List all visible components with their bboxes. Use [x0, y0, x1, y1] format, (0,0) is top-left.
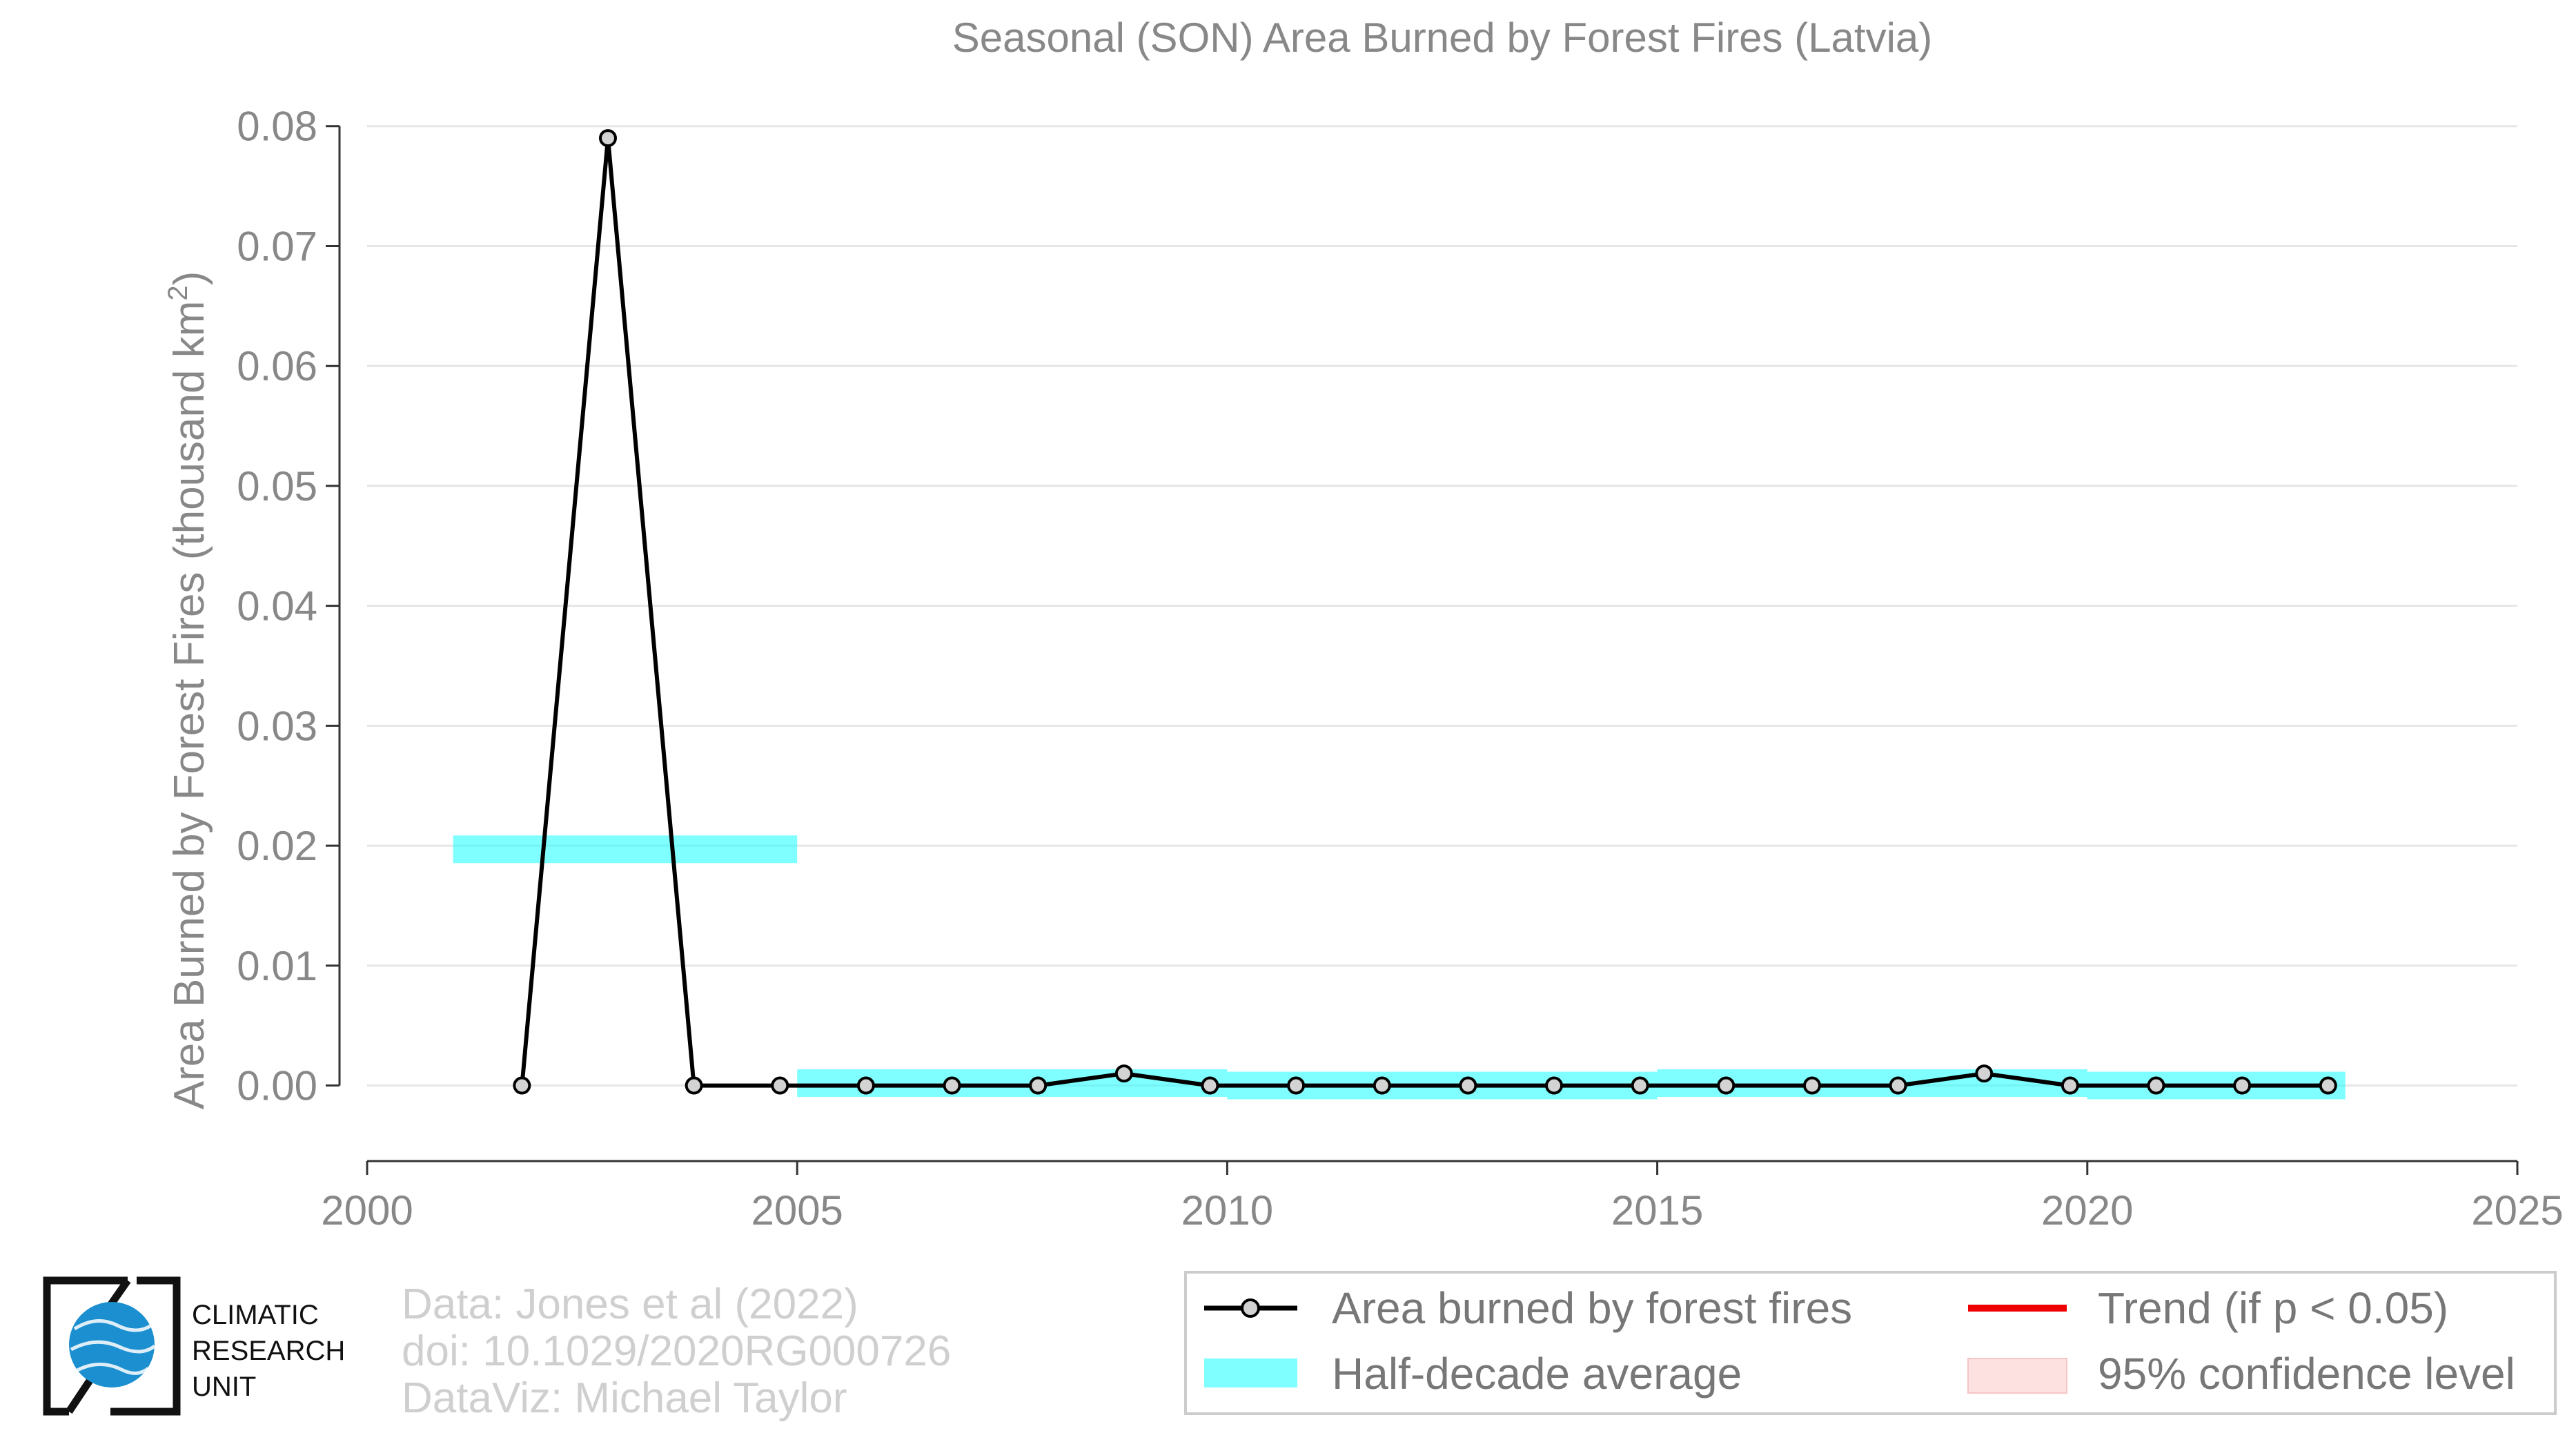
y-axis-label: Area Burned by Forest Fires (thousand km… [163, 271, 213, 1110]
series-layer [513, 129, 2337, 1095]
legend-label-ci: 95% confidence level [2098, 1349, 2515, 1399]
data-point [598, 129, 617, 148]
half-decade-average-bars [453, 835, 2346, 1100]
legend-label-series: Area burned by forest fires [1332, 1283, 1852, 1333]
series-line [520, 136, 2328, 1088]
data-point [513, 1076, 531, 1095]
half-decade-bar [453, 835, 798, 864]
data-point [1717, 1076, 1736, 1095]
legend-series-marker [1241, 1298, 1260, 1318]
y-tick-label: 0.01 [237, 943, 317, 989]
data-point [1545, 1076, 1564, 1095]
y-tick-label: 0.00 [237, 1063, 317, 1109]
credit-doi: doi: 10.1029/2020RG000726 [402, 1327, 951, 1375]
x-tick-label: 2020 [2041, 1187, 2133, 1234]
x-tick-label: 2010 [1181, 1187, 1273, 1234]
data-point [685, 1076, 703, 1095]
y-axis-label-superscript: 2 [163, 285, 193, 300]
data-point [1029, 1076, 1048, 1095]
credit-data: Data: Jones et al (2022) [402, 1280, 858, 1328]
data-point [1201, 1076, 1219, 1095]
data-point [2061, 1076, 2079, 1095]
data-point [856, 1076, 875, 1095]
data-point [1802, 1076, 1821, 1095]
data-point [1631, 1076, 1649, 1095]
data-point [771, 1076, 789, 1095]
data-point [1975, 1064, 1994, 1083]
logo-line-2: RESEARCH [192, 1336, 345, 1366]
data-point [943, 1076, 961, 1095]
legend-avg-swatch [1204, 1359, 1297, 1387]
x-tick-label: 2000 [321, 1187, 413, 1234]
logo-line-1: CLIMATIC [192, 1300, 319, 1330]
y-tick-label: 0.07 [237, 223, 317, 269]
data-point [2319, 1076, 2337, 1095]
legend-box [1184, 1271, 2557, 1415]
data-point [2147, 1076, 2165, 1095]
tick-labels: 0.00 0.01 0.02 0.03 0.04 0.05 0.06 0.07 0.08 2000… [237, 104, 2564, 1234]
data-point [1287, 1076, 1306, 1095]
cru-logo: CLIMATIC RESEARCH UNIT [43, 1276, 345, 1416]
legend: Area burned by forest fires Trend (if p … [1184, 1271, 2557, 1415]
data-point [1373, 1076, 1391, 1095]
y-axis-label-close: ) [166, 271, 213, 286]
y-tick-label: 0.06 [237, 343, 317, 389]
logo-bracket-right [110, 1276, 181, 1416]
y-tick-label: 0.08 [237, 104, 317, 150]
data-point [1459, 1076, 1477, 1095]
grid-lines [367, 125, 2517, 1087]
data-point [2233, 1076, 2252, 1095]
axes [326, 125, 2519, 1175]
y-tick-label: 0.02 [237, 823, 317, 869]
data-point [1114, 1064, 1133, 1083]
legend-label-avg: Half-decade average [1332, 1349, 1742, 1399]
x-tick-label: 2025 [2471, 1187, 2563, 1234]
y-axis-label-main: Area Burned by Forest Fires (thousand km [166, 301, 213, 1110]
legend-label-trend: Trend (if p < 0.05) [2098, 1283, 2448, 1333]
logo-line-3: UNIT [192, 1372, 256, 1402]
legend-ci-swatch [1967, 1358, 2067, 1394]
globe-wave-icon [70, 1319, 156, 1375]
y-tick-label: 0.05 [237, 463, 317, 509]
x-tick-label: 2015 [1611, 1187, 1703, 1234]
y-tick-label: 0.04 [237, 583, 317, 630]
x-tick-label: 2005 [751, 1187, 843, 1234]
data-point [1889, 1076, 1907, 1095]
logo-bracket-left [43, 1276, 128, 1416]
y-tick-label: 0.03 [237, 703, 317, 749]
credit-dataviz: DataViz: Michael Taylor [402, 1374, 847, 1422]
chart-title: Seasonal (SON) Area Burned by Forest Fir… [952, 14, 1933, 61]
